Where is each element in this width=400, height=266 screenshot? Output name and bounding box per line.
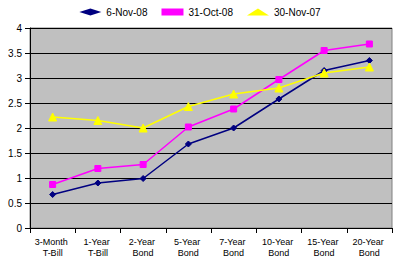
- svg-text:5-Year: 5-Year: [174, 237, 203, 247]
- svg-text:Bond: Bond: [223, 248, 244, 258]
- svg-text:10-Year: 10-Year: [262, 237, 296, 247]
- svg-text:1-Year: 1-Year: [84, 237, 113, 247]
- svg-text:30-Nov-07: 30-Nov-07: [274, 7, 321, 18]
- svg-text:2-Year: 2-Year: [129, 237, 158, 247]
- svg-text:Bond: Bond: [314, 248, 335, 258]
- svg-text:3-Month: 3-Month: [35, 237, 71, 247]
- svg-text:Bond: Bond: [133, 248, 154, 258]
- svg-text:0.5: 0.5: [8, 198, 22, 209]
- svg-text:4: 4: [16, 23, 22, 34]
- svg-text:2.5: 2.5: [8, 98, 22, 109]
- svg-text:31-Oct-08: 31-Oct-08: [188, 7, 233, 18]
- svg-text:6-Nov-08: 6-Nov-08: [106, 7, 148, 18]
- svg-text:Bond: Bond: [359, 248, 380, 258]
- svg-text:Bond: Bond: [268, 248, 289, 258]
- svg-text:2: 2: [16, 123, 22, 134]
- svg-text:20-Year: 20-Year: [353, 237, 387, 247]
- svg-text:1: 1: [16, 173, 22, 184]
- svg-text:Bond: Bond: [178, 248, 199, 258]
- svg-text:3.5: 3.5: [8, 48, 22, 59]
- svg-text:T-Bill: T-Bill: [88, 248, 108, 258]
- svg-text:0: 0: [16, 223, 22, 234]
- svg-text:1.5: 1.5: [8, 148, 22, 159]
- svg-text:T-Bill: T-Bill: [43, 248, 63, 258]
- svg-text:15-Year: 15-Year: [307, 237, 341, 247]
- svg-text:7-Year: 7-Year: [219, 237, 248, 247]
- svg-text:3: 3: [16, 73, 22, 84]
